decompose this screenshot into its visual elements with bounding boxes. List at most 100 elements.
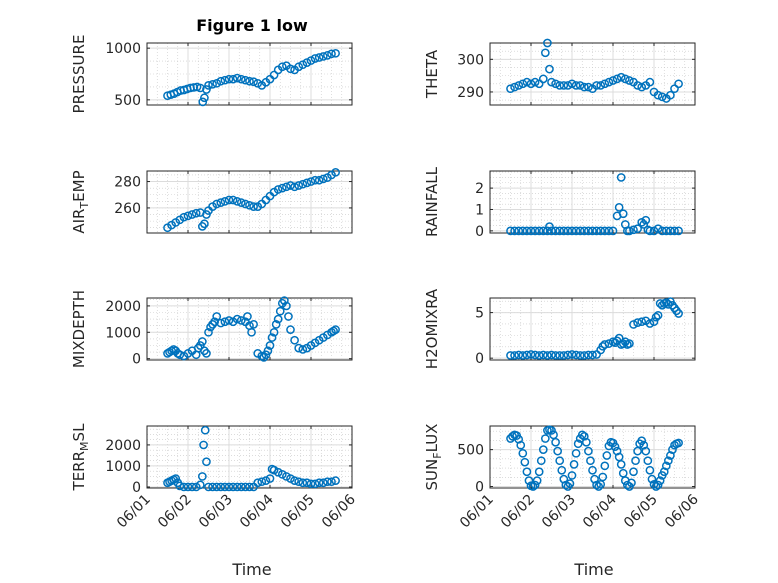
data-point: [232, 482, 242, 492]
x-tick-label: 06/01: [114, 492, 154, 532]
data-point: [506, 226, 515, 236]
data-point: [331, 325, 340, 335]
data-point: [198, 97, 208, 107]
data-point: [551, 351, 560, 360]
data-point: [224, 195, 234, 205]
data-point: [306, 479, 316, 489]
data-point: [236, 316, 246, 325]
data-point: [518, 226, 528, 236]
data-point: [633, 224, 642, 234]
data-point: [563, 350, 573, 360]
data-point: [202, 85, 211, 94]
data-point: [199, 440, 208, 450]
data-point: [249, 202, 258, 211]
data-point: [327, 49, 336, 59]
data-point: [253, 478, 263, 488]
data-point: [575, 81, 585, 90]
data-point: [522, 350, 532, 360]
data-point: [647, 474, 657, 484]
data-point: [265, 341, 275, 350]
data-point: [639, 220, 649, 229]
data-point: [269, 70, 279, 80]
data-point: [236, 482, 246, 492]
data-point: [310, 54, 320, 63]
data-point: [522, 77, 532, 87]
data-point: [290, 335, 299, 345]
axes-box: [146, 170, 353, 234]
data-point: [551, 437, 560, 447]
data-point: [651, 482, 661, 491]
data-point: [290, 182, 299, 192]
data-point: [298, 345, 308, 354]
data-point: [526, 226, 536, 236]
data-point: [273, 185, 283, 194]
data-point: [625, 226, 634, 236]
data-point: [198, 337, 207, 346]
data-point: [216, 198, 226, 208]
data-point: [532, 476, 542, 485]
data-point: [273, 314, 283, 324]
data-point: [598, 472, 608, 482]
data-point: [249, 77, 258, 87]
data-point: [536, 456, 546, 466]
data-point: [314, 53, 324, 62]
data-point: [547, 226, 556, 236]
data-point: [318, 174, 328, 184]
data-point: [674, 309, 683, 318]
data-point: [653, 90, 663, 100]
y-tick-label: 290: [457, 85, 484, 101]
data-point: [514, 350, 524, 360]
data-point: [249, 320, 258, 329]
data-point: [247, 327, 256, 337]
data-point: [547, 77, 556, 87]
data-point: [616, 72, 626, 82]
y-tick-label: 2: [475, 181, 484, 197]
data-point: [294, 181, 304, 190]
data-point: [641, 215, 651, 225]
data-point: [653, 310, 663, 320]
data-point: [273, 467, 283, 477]
data-point: [579, 351, 589, 360]
y-tick-label: 2000: [105, 299, 141, 315]
data-point: [212, 199, 222, 209]
data-point: [261, 476, 271, 485]
data-point: [290, 476, 299, 485]
y-tick-label: 0: [475, 480, 484, 496]
data-point: [596, 81, 606, 90]
data-point: [637, 436, 647, 446]
data-point: [331, 167, 340, 177]
data-point: [545, 222, 554, 231]
data-point: [541, 48, 550, 58]
data-point: [559, 226, 569, 236]
y-tick-label: 260: [114, 201, 141, 217]
data-point: [245, 200, 254, 210]
x-tick-label: 06/03: [196, 492, 236, 532]
data-point: [208, 79, 217, 89]
data-point: [614, 202, 624, 212]
data-point: [557, 465, 567, 475]
data-point: [323, 477, 332, 487]
data-point: [269, 327, 279, 337]
data-point: [212, 312, 222, 321]
subplot-6: 0 5 H2OMIXRA: [423, 288, 696, 369]
data-point: [588, 350, 597, 360]
data-point: [616, 173, 626, 182]
data-point: [641, 446, 651, 456]
data-point: [204, 81, 213, 90]
y-axis-label: PRESSURE: [70, 35, 88, 114]
data-point: [506, 351, 515, 360]
data-point: [555, 351, 565, 360]
data-point: [179, 482, 189, 492]
data-point: [538, 226, 548, 236]
data-point: [530, 350, 540, 360]
subplot-1: 500 1000 PRESSURE: [70, 35, 353, 114]
data-point: [530, 77, 540, 87]
data-point: [204, 327, 213, 337]
data-point: [573, 439, 583, 449]
data-point: [284, 312, 293, 321]
data-point: [620, 74, 630, 84]
data-point: [571, 350, 581, 360]
data-point: [224, 316, 234, 325]
data-point: [191, 482, 201, 492]
axes-box: [489, 170, 696, 234]
